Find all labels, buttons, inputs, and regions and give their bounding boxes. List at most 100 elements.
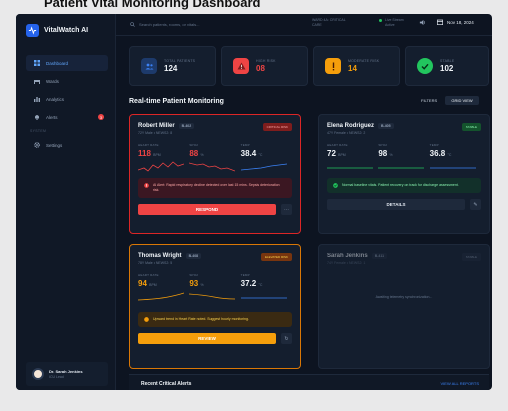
vital-temp: TEMP 37.2 °C [240,273,292,302]
patient-meta: 74Y Female • NEWS2: 1 [327,261,366,265]
vital-unit: % [200,283,204,287]
bar-chart-icon [34,97,40,102]
vital-label: SPO2 [189,273,199,277]
stat-card-total-patients: TOTAL PATIENTS 124 [129,46,216,86]
patient-name: Sarah Jenkins [327,253,368,259]
brand-name: VitalWatch AI [44,27,89,34]
check-icon [417,58,433,74]
patient-card-robert-miller[interactable]: Robert Miller B-402 72Y Male • NEWS2: 8 … [129,114,301,234]
stat-label: MODERATE RISK [348,59,380,63]
sparkline [138,292,184,301]
search-icon [130,21,135,27]
sidebar-item-label: Settings [46,142,63,148]
date-text: Nov 18, 2024 [447,19,474,25]
patient-name-row: Thomas Wright B-408 [138,253,292,259]
patient-name: Robert Miller [138,123,175,129]
patient-name-row: Robert Miller B-402 [138,123,292,129]
vital-label: HEART RATE [327,143,348,147]
vitals-row: HEART RATE 72 BPM SPO2 98 % TEMP 36.8 °C [327,143,481,172]
history-icon[interactable]: ↻ [281,333,292,344]
vital-spo2: SPO2 93 % [189,273,240,302]
vital-label: HEART RATE [138,273,159,277]
vital-value-row: 72 BPM [327,149,378,158]
stat-label: STABLE [440,59,455,63]
stat-value: 08 [256,64,265,73]
vital-value: 98 [378,149,388,158]
vital-heart-rate: HEART RATE 72 BPM [327,143,378,172]
vital-value: 94 [138,279,147,288]
vital-temp: TEMP 38.4 °C [240,143,292,172]
vitals-row: HEART RATE 118 BPM SPO2 88 % TEMP 38.4 °… [138,143,292,172]
card-actions: RESPOND ⋯ [138,204,292,215]
vital-label: TEMP [240,143,250,147]
sidebar-item-dashboard[interactable]: Dashboard [26,55,108,71]
user-role: ICU Lead [49,375,64,379]
patient-card-thomas-wright[interactable]: Thomas Wright B-408 78Y Male • NEWS2: 5 … [129,244,301,369]
bed-badge: B-411 [371,253,388,259]
filters-button[interactable]: FILTERS [421,98,438,103]
section-title: Real-time Patient Monitoring [129,98,224,105]
vital-label: HEART RATE [138,143,159,147]
vital-label: TEMP [429,143,439,147]
vital-heart-rate: HEART RATE 94 BPM [138,273,189,302]
vital-value-row: 118 BPM [138,149,189,158]
details-button[interactable]: DETAILS [327,199,465,210]
sidebar-item-wards[interactable]: Wards [26,73,108,89]
vital-unit: °C [447,153,452,157]
patient-card-elena-rodriguez[interactable]: Elena Rodriguez B-405 47Y Female • NEWS2… [318,114,490,234]
edit-icon[interactable]: ✎ [470,199,481,210]
patient-card-sarah-jenkins[interactable]: Sarah Jenkins B-411 74Y Female • NEWS2: … [318,244,490,369]
view-all-reports-link[interactable]: VIEW ALL REPORTS [440,381,479,386]
sidebar-item-label: Analytics [46,96,65,102]
sparkline [327,167,373,169]
stat-card-high-risk: HIGH RISK 08 [221,46,308,86]
vitals-row: HEART RATE 94 BPM SPO2 93 % TEMP 37.2 °C [138,273,292,302]
sidebar-nav: Dashboard Wards Analytics Alerts 3 SYSTE… [26,55,108,155]
vital-heart-rate: HEART RATE 118 BPM [138,143,189,172]
stat-label: HIGH RISK [256,59,276,63]
brand[interactable]: VitalWatch AI [26,24,88,37]
patient-meta: 47Y Female • NEWS2: 2 [327,131,366,135]
ai-alert-box: Upward trend in Heart Rate noted. Sugges… [138,312,292,327]
sidebar-item-settings[interactable]: Settings [26,137,108,153]
bell-icon [35,115,39,120]
search-placeholder: Search patients, rooms, or vitals... [139,21,200,27]
review-button[interactable]: REVIEW [138,333,276,344]
check-circle-icon [333,183,338,188]
empty-state-message: Awaiting telemetry synchronization... [375,295,433,299]
vital-value-row: 94 BPM [138,279,189,288]
vital-value: 88 [189,149,199,158]
grid-view-button[interactable]: GRID VIEW [445,96,479,105]
warning-icon [233,58,249,74]
sidebar-item-label: Wards [46,78,59,84]
vital-unit: BPM [338,153,346,157]
search-input[interactable]: Search patients, rooms, or vitals... [130,18,290,30]
gear-icon [34,142,40,148]
topbar: Search patients, rooms, or vitals... WAR… [116,14,492,36]
patient-name: Thomas Wright [138,253,182,259]
speaker-icon[interactable] [419,19,426,26]
sidebar-item-label: Dashboard [46,60,69,66]
stat-card-moderate-risk: MODERATE RISK 14 [313,46,400,86]
alert-circle-icon [144,183,149,188]
user-profile-card[interactable]: Dr. Sarah Jenkins ICU Lead [26,362,108,386]
respond-button[interactable]: RESPOND [138,204,276,215]
vital-value: 72 [327,149,336,158]
sidebar-item-analytics[interactable]: Analytics [26,91,108,107]
status-badge: ELEVATED RISK [260,253,292,261]
sparkline [189,162,236,172]
live-status: Live Stream Active [379,18,404,28]
sidebar-item-label: Alerts [46,114,58,120]
sidebar-item-alerts[interactable]: Alerts 3 [26,109,108,125]
vital-label: SPO2 [378,143,388,147]
live-dot-icon [379,19,382,22]
date-display[interactable]: Nov 18, 2024 [437,19,474,25]
heartbeat-logo-icon [26,24,39,37]
patient-name-row: Sarah Jenkins B-411 [327,253,481,259]
alert-text: Upward trend in Heart Rate noted. Sugges… [153,317,249,321]
status-badge: STABLE [461,123,481,131]
vital-label: TEMP [240,273,250,277]
vital-unit: °C [258,283,263,287]
alert-text: AI Alert: Rapid respiratory decline dete… [152,183,280,192]
more-icon[interactable]: ⋯ [281,204,292,215]
